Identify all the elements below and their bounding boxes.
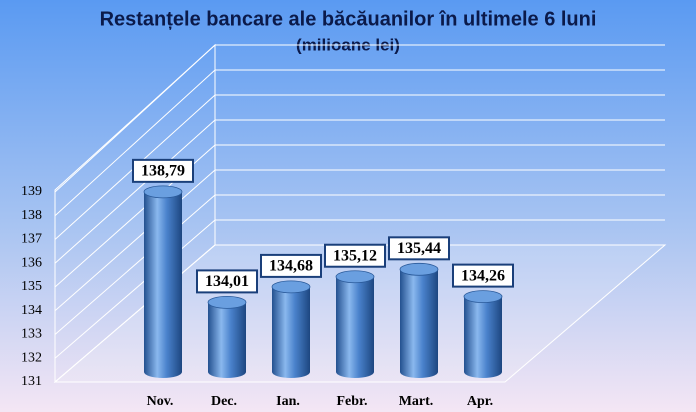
value-label-box: [196, 269, 258, 294]
y-tick-label: 138: [21, 208, 42, 223]
bar-body: [208, 302, 246, 378]
bar-top: [399, 262, 439, 276]
chart-title: Restanțele bancare ale băcăuanilor în ul…: [100, 8, 597, 30]
x-tick-label: Ian.: [276, 394, 300, 409]
grid-line: [54, 94, 665, 240]
bar-top: [335, 270, 375, 284]
value-label-box: [388, 236, 450, 261]
bar-body: [144, 191, 182, 378]
grid-line: [54, 219, 665, 359]
bar-body: [272, 286, 310, 378]
y-tick-label: 137: [21, 232, 42, 247]
value-label: 135,44: [397, 240, 441, 257]
value-label: 134,68: [269, 258, 313, 275]
value-label-box: [132, 158, 194, 183]
y-tick-label: 132: [21, 350, 42, 365]
x-tick-label: Dec.: [211, 394, 237, 409]
x-tick-label: Apr.: [467, 394, 493, 409]
value-label: 138,79: [141, 163, 185, 180]
value-label-box: [260, 253, 322, 278]
value-label: 134,26: [461, 267, 505, 284]
bar-body: [336, 276, 374, 378]
value-label-box: [324, 243, 386, 268]
x-tick-label: Nov.: [147, 394, 174, 409]
grid-line: [54, 169, 665, 312]
value-label-box: [452, 263, 514, 288]
bar-body: [400, 269, 438, 378]
grid-line: [54, 244, 665, 383]
y-tick-label: 139: [21, 184, 42, 199]
grid-line: [54, 44, 665, 193]
grid-line: [54, 119, 665, 264]
y-tick-label: 134: [21, 303, 42, 318]
y-tick-label: 133: [21, 327, 42, 342]
value-label: 135,12: [333, 247, 377, 264]
y-tick-label: 131: [21, 374, 42, 389]
grid-line: [54, 144, 665, 288]
bar-top: [207, 295, 247, 309]
bar-body: [464, 296, 502, 378]
y-tick-label: 136: [21, 255, 42, 270]
bar-top: [271, 280, 311, 294]
x-tick-label: Febr.: [337, 394, 368, 409]
x-tick-label: Mart.: [399, 394, 434, 409]
bar-top: [143, 185, 183, 199]
bar-top: [463, 290, 503, 304]
grid-line: [54, 69, 665, 217]
y-tick-label: 135: [21, 279, 42, 294]
value-label: 134,01: [205, 273, 249, 290]
grid-line: [54, 194, 665, 335]
